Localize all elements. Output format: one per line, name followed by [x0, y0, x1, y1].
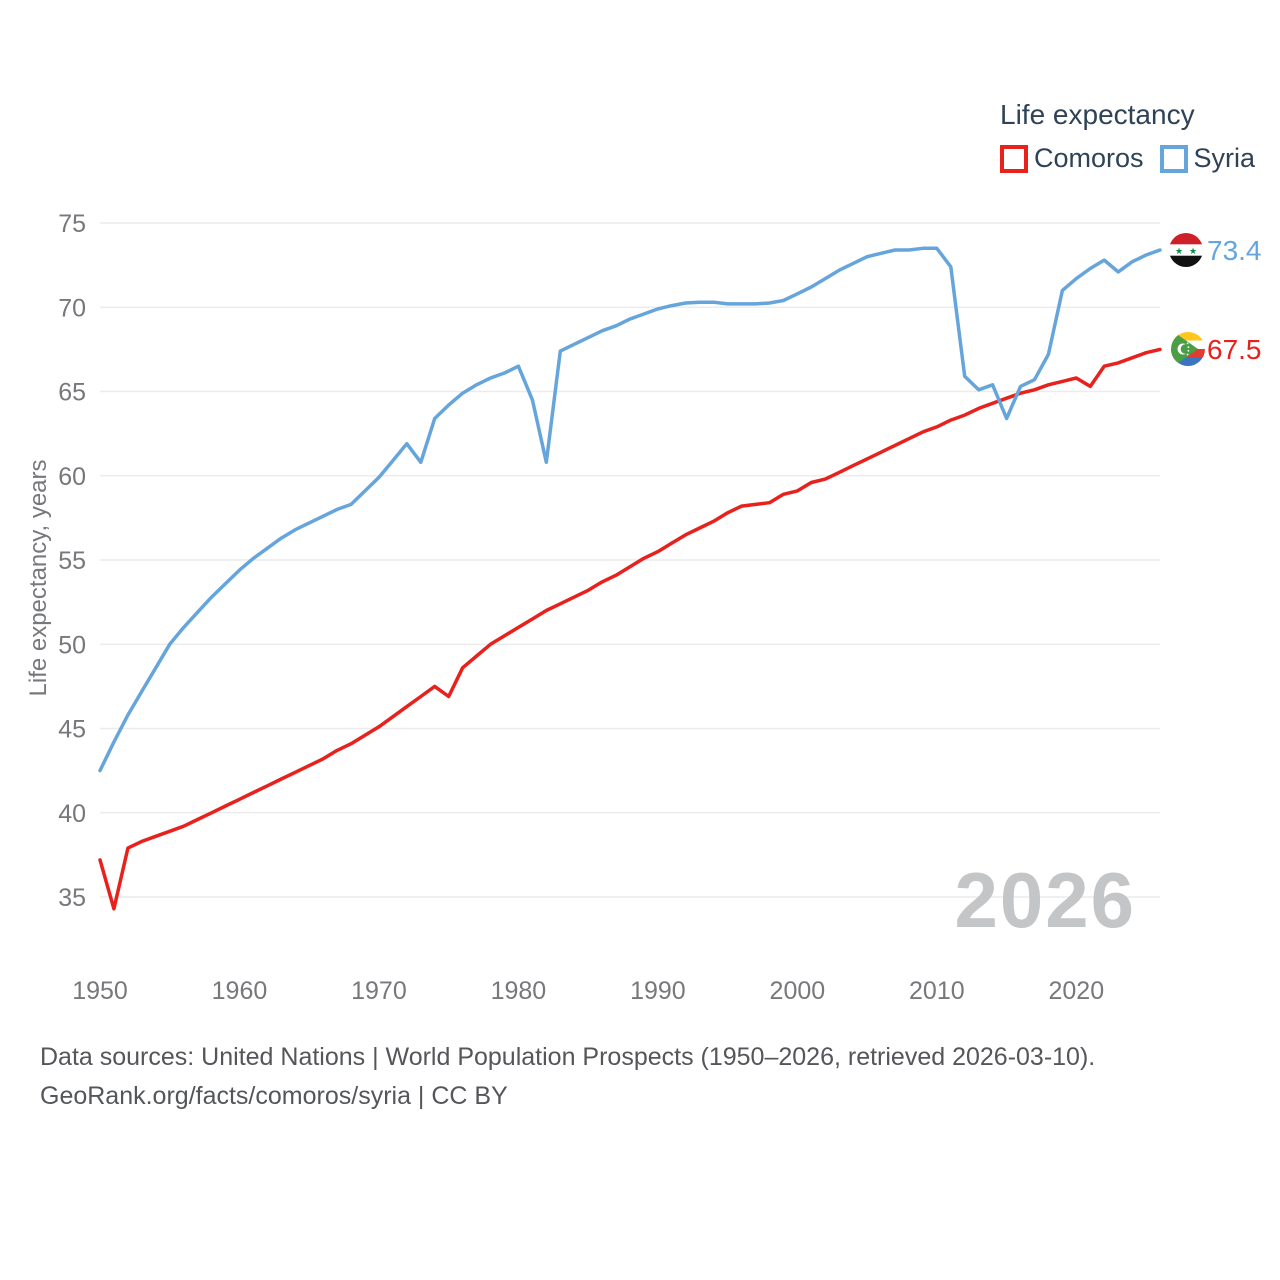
legend-label-syria: Syria [1193, 143, 1256, 173]
y-tick-label-60: 60 [58, 463, 86, 491]
svg-text:★: ★ [1189, 246, 1197, 256]
x-tick-label-2020: 2020 [1049, 977, 1105, 1005]
legend-item-comoros[interactable]: Comoros [1000, 143, 1144, 174]
y-tick-label-65: 65 [58, 379, 86, 407]
syria-flag-icon: ★ ★ [1168, 232, 1204, 268]
series-line-comoros[interactable] [98, 347, 1162, 911]
gridlines [100, 222, 1160, 898]
legend: Life expectancy Comoros Syria [1000, 99, 1255, 174]
footer-data-sources: Data sources: United Nations | World Pop… [40, 1043, 1096, 1071]
x-tick-label-2010: 2010 [909, 977, 965, 1005]
series-line-syria[interactable] [98, 246, 1162, 773]
footer-attribution: GeoRank.org/facts/comoros/syria | CC BY [40, 1082, 508, 1110]
x-tick-label-1990: 1990 [630, 977, 686, 1005]
y-tick-label-70: 70 [58, 294, 86, 322]
comoros-end-label: 67.5 [1170, 331, 1262, 367]
y-tick-label-45: 45 [58, 716, 86, 744]
x-tick-label-2000: 2000 [770, 977, 826, 1005]
footer: Data sources: United Nations | World Pop… [40, 1038, 1240, 1116]
legend-title: Life expectancy [1000, 99, 1195, 130]
legend-label-comoros: Comoros [1034, 143, 1144, 173]
watermark-year: 2026 [954, 856, 1136, 944]
y-tick-label-35: 35 [58, 884, 86, 912]
syria-end-value: 73.4 [1207, 235, 1262, 266]
x-tick-label-1960: 1960 [212, 977, 268, 1005]
y-axis-title: Life expectancy, years [25, 459, 52, 696]
y-tick-label-40: 40 [58, 800, 86, 828]
comoros-end-value: 67.5 [1207, 334, 1262, 365]
x-tick-label-1950: 1950 [72, 977, 128, 1005]
x-axis-ticks: 1950 1960 1970 1980 1990 2000 2010 2020 [72, 977, 1104, 1005]
y-tick-label-50: 50 [58, 631, 86, 659]
comoros-swatch-icon [1000, 144, 1028, 173]
svg-text:★: ★ [1175, 246, 1183, 256]
y-tick-label-75: 75 [58, 210, 86, 238]
syria-end-label: ★ ★ 73.4 [1168, 232, 1262, 268]
x-tick-label-1970: 1970 [351, 977, 407, 1005]
y-tick-label-55: 55 [58, 547, 86, 575]
comoros-flag-icon [1170, 331, 1206, 367]
series-lines [98, 246, 1162, 911]
x-tick-label-1980: 1980 [491, 977, 547, 1005]
legend-item-syria[interactable]: Syria [1159, 143, 1256, 174]
line-chart: 35 40 45 50 55 60 65 70 75 1950 1960 1970 1980 1990 2… [25, 210, 1262, 1005]
syria-swatch-icon [1159, 144, 1188, 173]
y-axis-ticks: 35 40 45 50 55 60 65 70 75 [58, 210, 86, 912]
legend-items: Comoros Syria [1000, 143, 1255, 174]
